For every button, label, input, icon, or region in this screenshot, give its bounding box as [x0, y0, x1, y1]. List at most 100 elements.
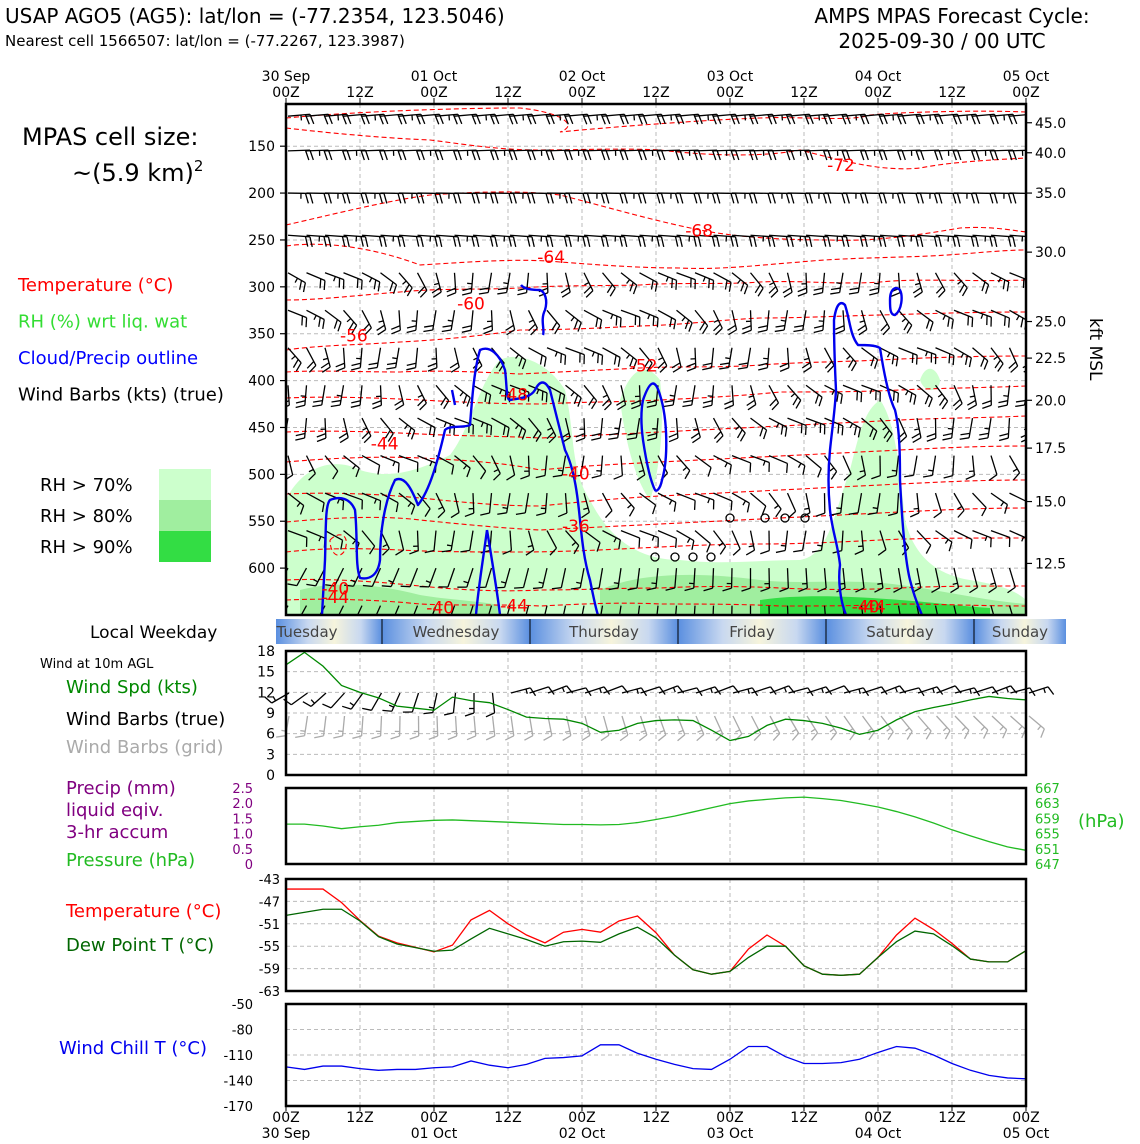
barb-flag [713, 280, 714, 289]
xs-wind-barb [307, 310, 325, 329]
barb-flag [620, 318, 621, 327]
xs-wind-barb [991, 348, 1003, 372]
pressure-tick-label: 667 [1035, 782, 1060, 797]
barb-flag [372, 736, 381, 739]
barb-flag [569, 237, 571, 247]
xs-wind-barb [816, 493, 825, 516]
barb-flag [310, 193, 313, 203]
barb-half-flag [527, 731, 532, 732]
barb-flag [576, 438, 585, 441]
barb-flag [584, 287, 591, 294]
windchill-label: Wind Chill T (°C) [59, 1038, 207, 1059]
barb-flag [408, 428, 411, 437]
barb-flag [362, 280, 363, 289]
barb-flag [995, 360, 1000, 368]
barb-flag [758, 288, 763, 296]
barb-flag [319, 317, 320, 326]
xs-wind-barb [788, 385, 801, 408]
barb-staff [381, 716, 382, 736]
xs-wind-barb [658, 531, 676, 548]
grid-wind-barb [992, 716, 1007, 738]
barb-staff [530, 716, 533, 736]
top-axis-date: 04 Oct [855, 69, 902, 85]
xs-wind-barb [732, 418, 745, 441]
weekday-label-0: Tuesday [275, 623, 337, 641]
barb-flag [467, 398, 470, 407]
barb-flag [898, 393, 899, 402]
barb-flag [638, 150, 641, 160]
barb-staff [362, 716, 363, 736]
barb-flag [484, 330, 493, 333]
barb-flag [429, 425, 431, 434]
barb-flag [342, 150, 345, 160]
barb-flag [602, 355, 603, 364]
xs-wind-barb [608, 418, 621, 439]
barb-staff [360, 385, 362, 405]
barb-flag [912, 433, 920, 438]
barb-flag [421, 237, 423, 247]
xs-wind-barb [368, 348, 381, 369]
xs-wind-barb [677, 531, 694, 550]
barb-flag [971, 539, 972, 548]
barb-flag [687, 368, 696, 371]
barb-flag [532, 150, 535, 160]
barb-flag [462, 330, 471, 332]
grid-wind-barb [696, 716, 704, 741]
kft-tick-label: 35.0 [1035, 186, 1066, 202]
barb-staff [603, 348, 621, 358]
barb-flag [546, 236, 548, 246]
barb-staff [751, 493, 766, 506]
barb-flag [742, 326, 751, 329]
barb-flag [378, 282, 379, 291]
barb-flag [342, 236, 344, 246]
barb-flag [448, 736, 457, 740]
barb-staff [658, 531, 676, 539]
pressure-tick-label: 250 [248, 233, 275, 249]
barb-flag [849, 359, 854, 367]
barb-flag [527, 193, 530, 203]
xs-wind-barb [695, 456, 711, 477]
barb-half-flag [1006, 687, 1008, 692]
barb-staff [621, 273, 637, 285]
barb-half-flag [763, 461, 765, 466]
barb-half-flag [444, 422, 446, 427]
barb-flag [850, 732, 856, 740]
barb-staff [621, 456, 622, 476]
chill-panel-tick-label: -80 [232, 1024, 253, 1039]
barb-flag [784, 292, 792, 297]
barb-half-flag [938, 394, 942, 397]
barb-staff [1028, 456, 1042, 471]
xs-wind-barb [732, 493, 749, 512]
barb-flag [942, 438, 951, 440]
barb-flag [1005, 505, 1008, 514]
barb-flag [395, 400, 403, 405]
grid-wind-barb [448, 716, 457, 740]
barb-staff [344, 273, 363, 280]
barb-flag [313, 401, 322, 403]
xs-wind-barb [835, 310, 844, 334]
barb-half-flag [311, 700, 314, 704]
barb-staff [362, 310, 371, 328]
cell-size-exponent: 2 [194, 157, 204, 175]
barb-flag [754, 734, 761, 741]
xs-wind-barb [973, 348, 988, 370]
xs-wind-barb [751, 273, 764, 297]
barb-flag [755, 285, 760, 293]
barb-half-flag [830, 468, 834, 471]
barb-flag [676, 538, 677, 547]
xs-wind-barb [806, 385, 822, 406]
barb-flag [643, 193, 646, 203]
barb-staff [677, 310, 693, 322]
barb-flag [351, 401, 360, 403]
windchill-panel: -170-140-110-80-50 [223, 998, 1026, 1115]
xs-wind-barb [517, 273, 528, 295]
barb-flag [709, 279, 710, 288]
barb-flag [703, 326, 708, 334]
barb-staff [973, 273, 989, 285]
barb-half-flag [836, 283, 841, 284]
barb-flag [1021, 318, 1023, 327]
barb-half-flag [958, 506, 962, 509]
barb-flag [994, 193, 997, 203]
barb-half-flag [749, 546, 754, 547]
xs-wind-barb [825, 348, 834, 373]
